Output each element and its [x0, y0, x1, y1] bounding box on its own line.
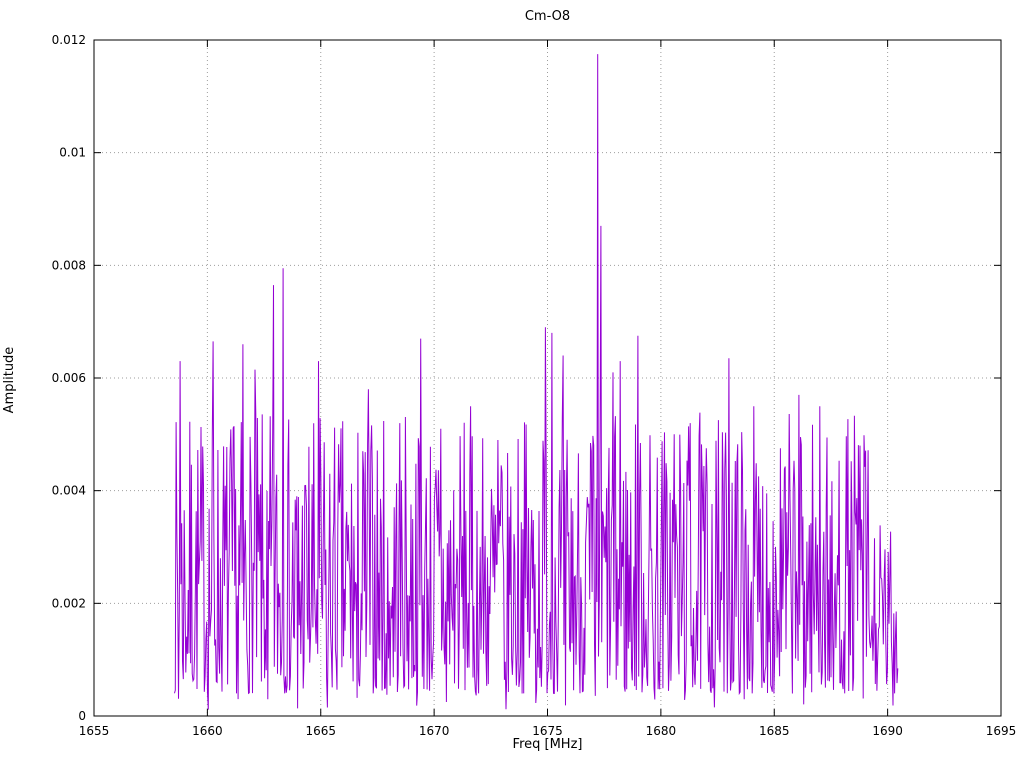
- y-tick-label: 0: [78, 709, 86, 723]
- y-tick-label: 0.006: [52, 371, 86, 385]
- chart-title: Cm-O8: [524, 9, 571, 24]
- y-tick-label: 0.004: [52, 484, 86, 498]
- spectrum-line: [174, 54, 899, 710]
- x-tick-label: 1680: [646, 724, 677, 738]
- x-tick-label: 1685: [759, 724, 790, 738]
- y-tick-label: 0.002: [52, 596, 86, 610]
- y-tick-label: 0.012: [52, 33, 86, 47]
- y-tick-label: 0.008: [52, 258, 86, 272]
- x-tick-label: 1655: [79, 724, 110, 738]
- x-axis-label: Freq [MHz]: [512, 737, 583, 752]
- x-tick-label: 1675: [532, 724, 563, 738]
- x-tick-label: 1695: [986, 724, 1017, 738]
- x-tick-label: 1670: [419, 724, 450, 738]
- x-tick-label: 1690: [872, 724, 903, 738]
- x-tick-label: 1660: [192, 724, 223, 738]
- x-tick-label: 1665: [305, 724, 336, 738]
- y-tick-label: 0.01: [59, 146, 86, 160]
